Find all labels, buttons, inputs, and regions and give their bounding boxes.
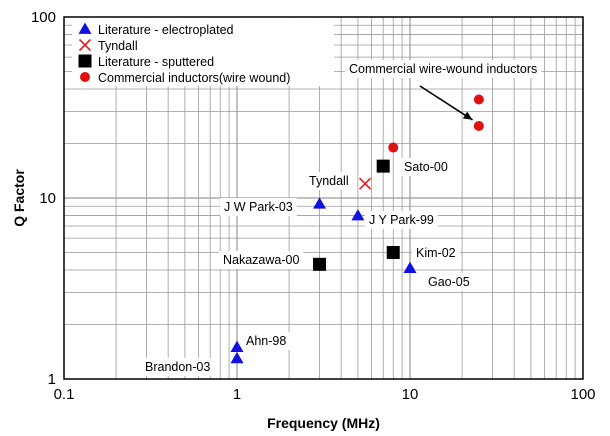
y-axis-title: Q Factor: [11, 169, 27, 227]
annotation-box: [219, 251, 304, 269]
x-tick-label: 100: [570, 386, 595, 403]
annotation-label: Brandon-03: [145, 360, 210, 374]
data-point-triangle: [230, 351, 244, 364]
data-point-triangle: [403, 261, 417, 273]
annotation-label: J Y Park-99: [369, 213, 434, 227]
legend-marker-square: [78, 54, 92, 68]
y-tick-label: 10: [39, 190, 56, 207]
legend-marker-circle: [80, 72, 90, 82]
annotation-arrow: [419, 85, 474, 121]
data-points: [230, 94, 484, 364]
arrow-head: [462, 111, 473, 120]
annotation-box: [242, 332, 291, 350]
data-point-square: [313, 257, 327, 271]
data-point-square: [386, 245, 400, 259]
data-point-circle: [473, 120, 484, 131]
data-point-circle: [473, 94, 484, 105]
annotation-box: [424, 273, 474, 291]
data-point-cross: [359, 177, 372, 190]
annotation-label: Ahn-98: [246, 334, 286, 348]
legend-marker-cross: [78, 38, 92, 52]
legend-label: Literature - electroplated: [98, 23, 234, 37]
legend: Literature - electroplated Tyndall Literat…: [72, 18, 334, 86]
annotation-label: Commercial wire-wound inductors: [349, 62, 537, 76]
annotation-box: [400, 158, 452, 176]
annotation-label: Tyndall: [309, 174, 349, 188]
annotation-box: [365, 211, 438, 229]
legend-label: Literature - sputtered: [98, 55, 214, 69]
annotation-box: [141, 358, 215, 376]
legend-box: [72, 18, 334, 86]
annotation-box: [305, 172, 353, 190]
data-point-triangle: [313, 197, 327, 209]
arrow-line: [419, 85, 474, 121]
annotation-label: Kim-02: [416, 246, 456, 260]
annotation-box: [345, 60, 542, 78]
legend-marker-triangle: [78, 22, 92, 34]
annotation-box: [412, 244, 460, 262]
data-point-triangle: [351, 209, 365, 221]
data-point-triangle: [230, 340, 244, 353]
y-tick-label: 100: [31, 9, 56, 26]
annotation-label: Sato-00: [404, 160, 448, 174]
y-tick-label: 1: [48, 371, 56, 388]
legend-label: Commercial inductors(wire wound): [98, 71, 290, 85]
x-tick-label: 1: [233, 386, 241, 403]
x-tick-label: 0.1: [54, 386, 75, 403]
annotation-box: [220, 198, 297, 216]
data-point-square: [376, 159, 390, 173]
plot-frame: [63, 16, 584, 380]
annotations: Sato-00 Tyndall J W Park-03 J Y Park-99 Naka…: [145, 62, 537, 374]
annotation-label: J W Park-03: [224, 200, 293, 214]
x-tick-label: 10: [402, 386, 419, 403]
annotation-label: Gao-05: [428, 275, 470, 289]
legend-label: Tyndall: [98, 39, 138, 53]
annotation-boxes: [141, 60, 542, 376]
annotation-label: Nakazawa-00: [223, 253, 299, 267]
x-axis-title: Frequency (MHz): [267, 415, 380, 431]
data-point-circle: [388, 142, 399, 153]
